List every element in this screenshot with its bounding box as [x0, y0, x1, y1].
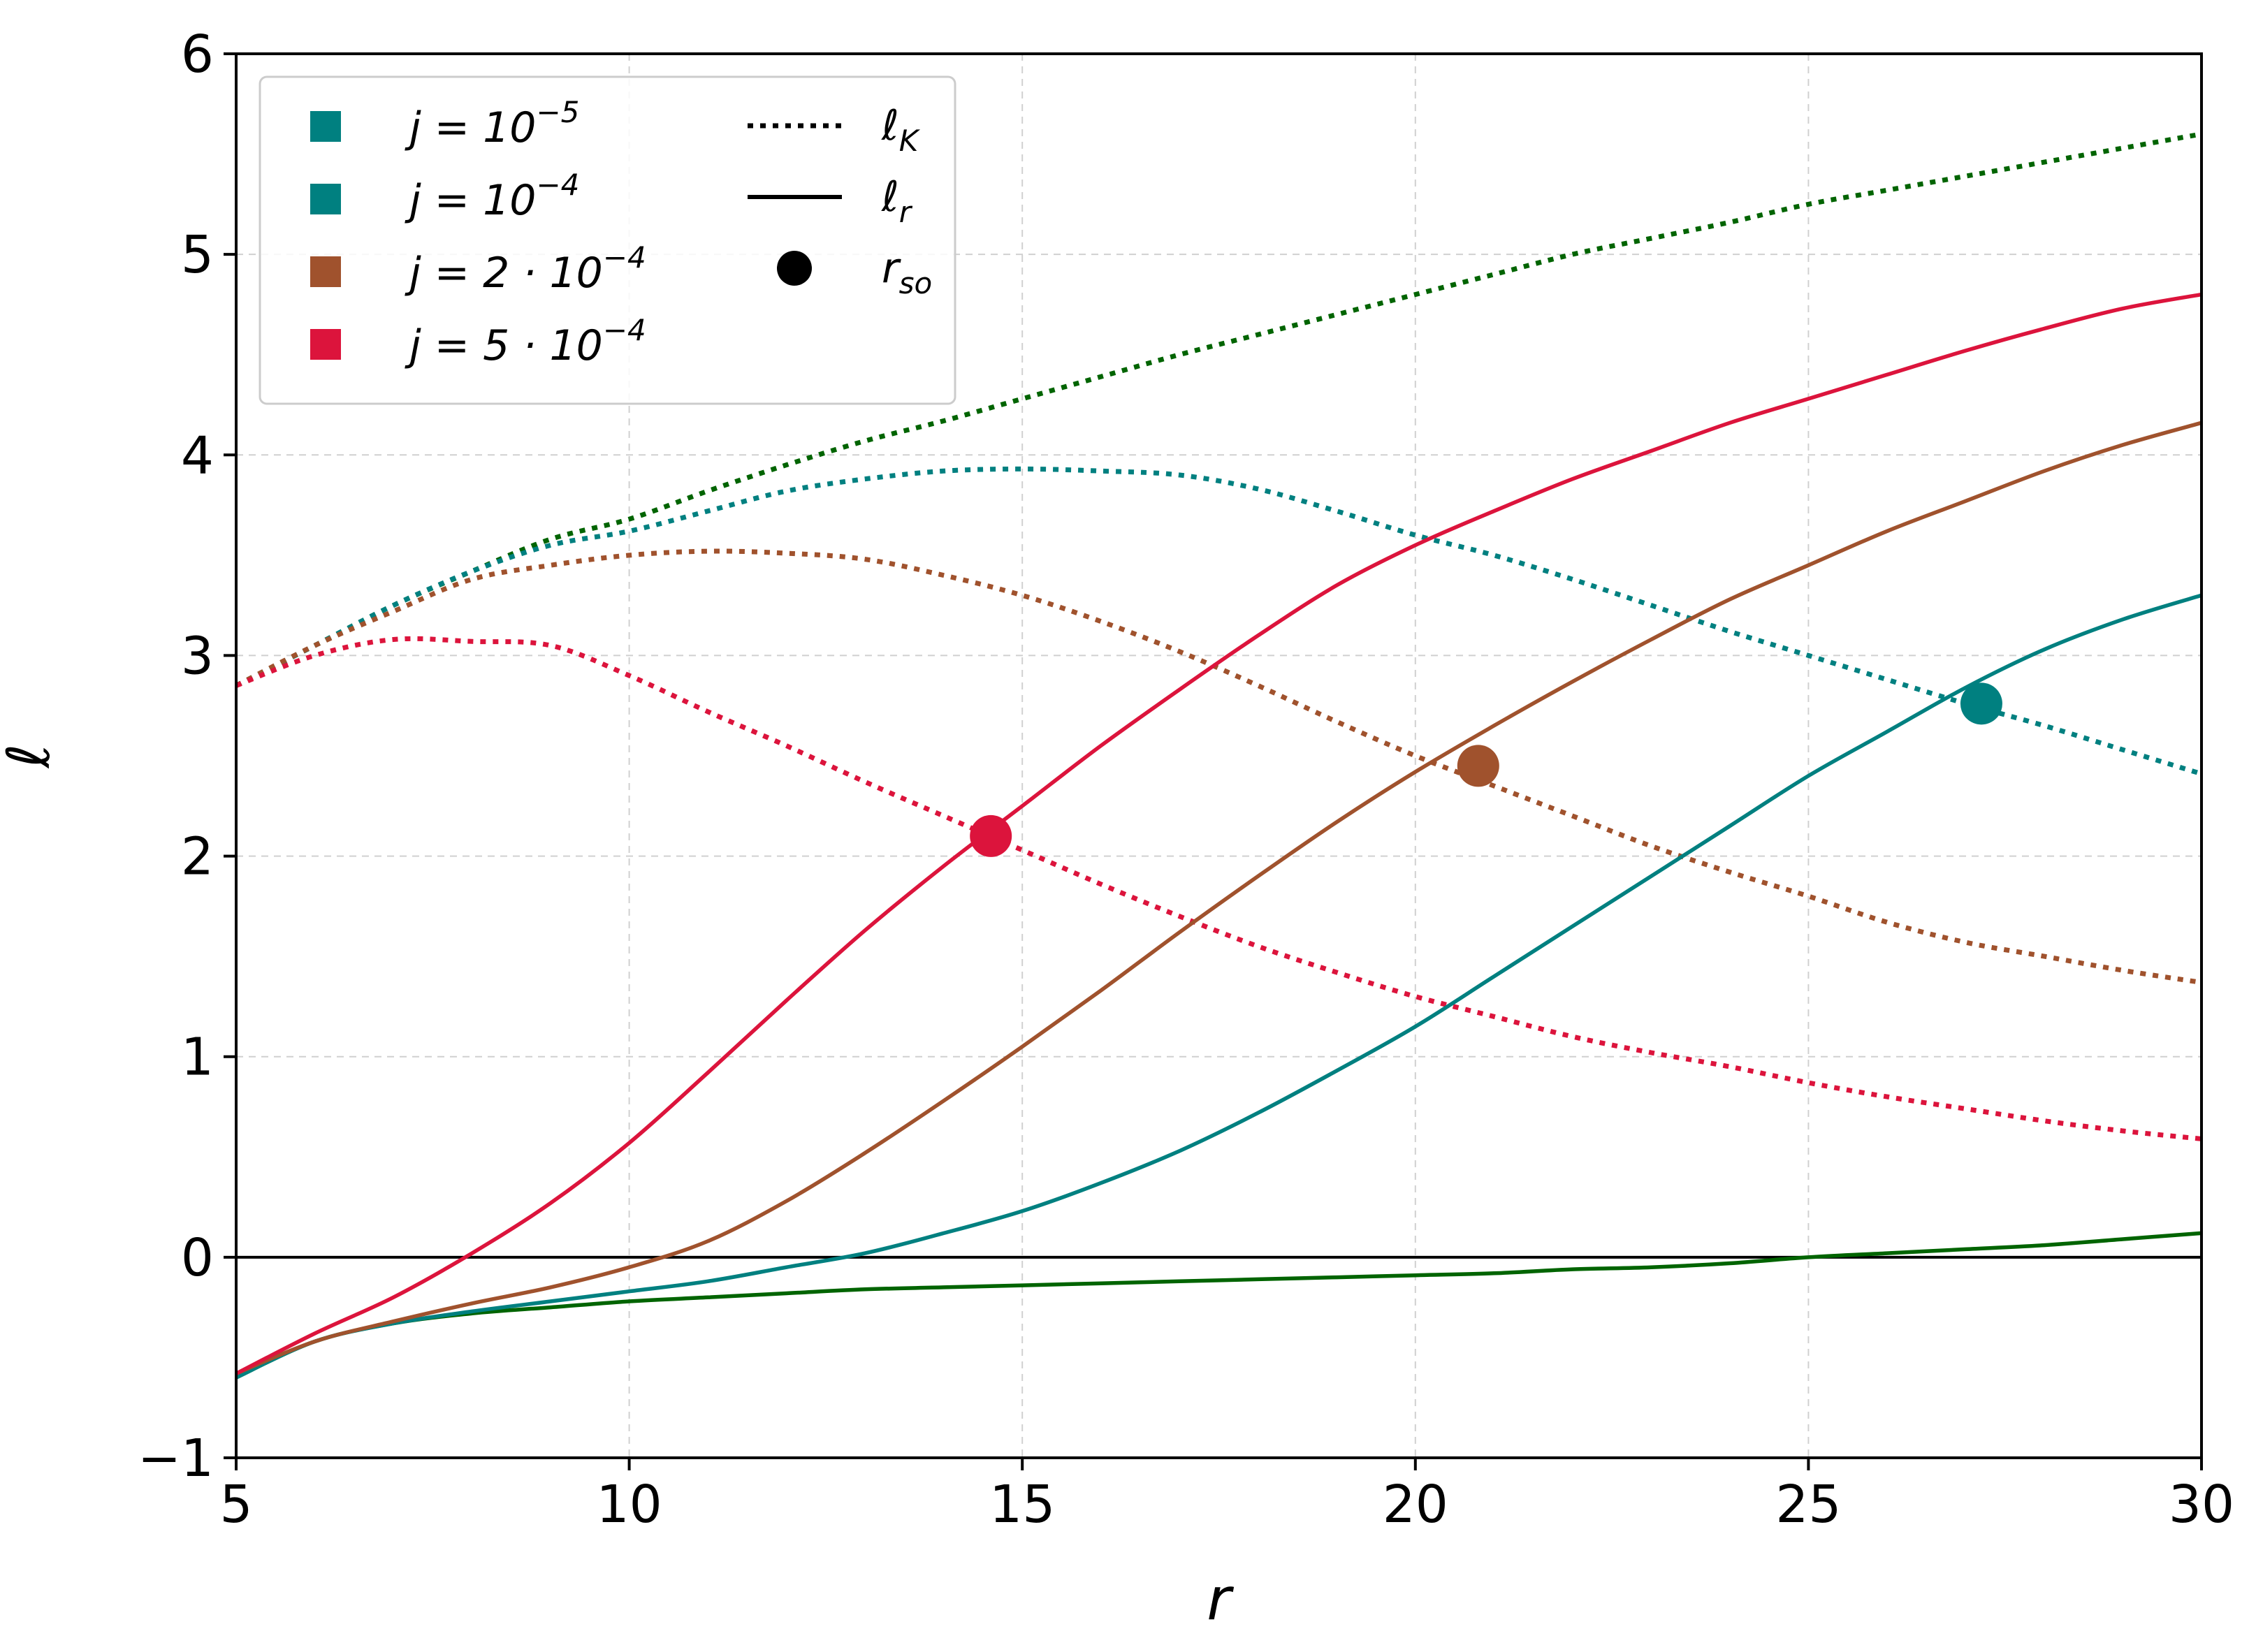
ticks: [224, 52, 2203, 1470]
series-line-dotted-2: [235, 466, 2203, 777]
x-tick-label: 25: [1775, 1475, 1841, 1535]
series-line-solid-5: [235, 1231, 2202, 1380]
y-tick-label: 6: [181, 24, 214, 85]
legend-label: ℓK: [881, 101, 921, 158]
legend-label: rso: [882, 244, 932, 300]
legend-color-entry-4: j = 5 · 10−4: [310, 313, 646, 370]
legend-label: j = 10−5: [405, 95, 579, 152]
marker-layer: [970, 682, 2002, 857]
legend-label-base: j = 10: [405, 103, 536, 152]
rso-marker-1: [1960, 682, 2002, 725]
y-tick-label: −1: [138, 1428, 214, 1489]
y-tick-label: 4: [181, 425, 214, 485]
legend-color-entry-2: j = 10−4: [310, 168, 579, 225]
legend-style-entry-3: rso: [777, 244, 932, 300]
legend-label-base: j = 10: [405, 176, 536, 225]
series-line-solid-8: [235, 292, 2202, 1375]
y-tick-label: 5: [181, 225, 214, 285]
y-tick-label: 3: [181, 626, 214, 686]
legend-label-exponent: −4: [536, 168, 579, 202]
legend-style-entry-1: ℓK: [748, 101, 921, 158]
series-line-solid-6: [235, 593, 2202, 1380]
series-line-solid-7: [235, 421, 2202, 1375]
legend-label-base: ℓ: [881, 173, 899, 221]
legend-label-exponent: −5: [536, 95, 579, 129]
plot-frame: [235, 52, 2203, 1459]
legend-label-base: j = 2 · 10: [405, 249, 603, 298]
legend-label-subscript: so: [899, 266, 933, 300]
legend-label: j = 2 · 10−4: [405, 240, 646, 298]
tick-labels: 5 10 15 20 25 30 −1 0 1 2 3 4 5 6: [138, 24, 2234, 1535]
legend-color-entries: j = 10−5j = 10−4j = 2 · 10−4j = 5 · 10−4: [310, 95, 646, 370]
legend-label-base: ℓ: [881, 101, 899, 150]
y-tick-label: 1: [181, 1028, 214, 1088]
legend-label-base: j = 5 · 10: [405, 321, 603, 370]
x-tick-label: 5: [219, 1475, 252, 1535]
legend-label: ℓr: [881, 173, 913, 229]
x-tick-label: 30: [2169, 1475, 2234, 1535]
legend-label: j = 10−4: [405, 168, 579, 225]
rso-marker-2: [1457, 745, 1499, 787]
series-layer: [235, 131, 2203, 1380]
y-tick-label: 2: [181, 827, 214, 887]
legend-label-subscript: K: [899, 124, 921, 158]
x-tick-label: 20: [1383, 1475, 1448, 1535]
y-axis-title: ℓ: [0, 744, 63, 770]
legend-box: [259, 75, 956, 405]
legend-label-base: r: [882, 244, 901, 293]
y-tick-label: 0: [181, 1228, 214, 1288]
legend-style-entry-2: ℓr: [748, 173, 913, 229]
legend: j = 10−5j = 10−4j = 2 · 10−4j = 5 · 10−4…: [259, 75, 956, 405]
legend-label-exponent: −4: [603, 313, 646, 347]
rso-marker-3: [970, 814, 1012, 857]
legend-swatch: [310, 111, 341, 142]
x-tick-label: 15: [989, 1475, 1055, 1535]
legend-marker-sample: [777, 251, 812, 286]
legend-color-entry-3: j = 2 · 10−4: [310, 240, 646, 298]
legend-swatch: [310, 184, 341, 214]
legend-swatch: [310, 329, 341, 360]
legend-color-entry-1: j = 10−5: [310, 95, 579, 152]
legend-swatch: [310, 256, 341, 287]
legend-label-subscript: r: [899, 195, 913, 229]
x-axis-title: r: [1207, 1565, 1234, 1633]
legend-label-exponent: −4: [603, 240, 646, 275]
legend-label: j = 5 · 10−4: [405, 313, 646, 370]
x-tick-label: 10: [597, 1475, 662, 1535]
